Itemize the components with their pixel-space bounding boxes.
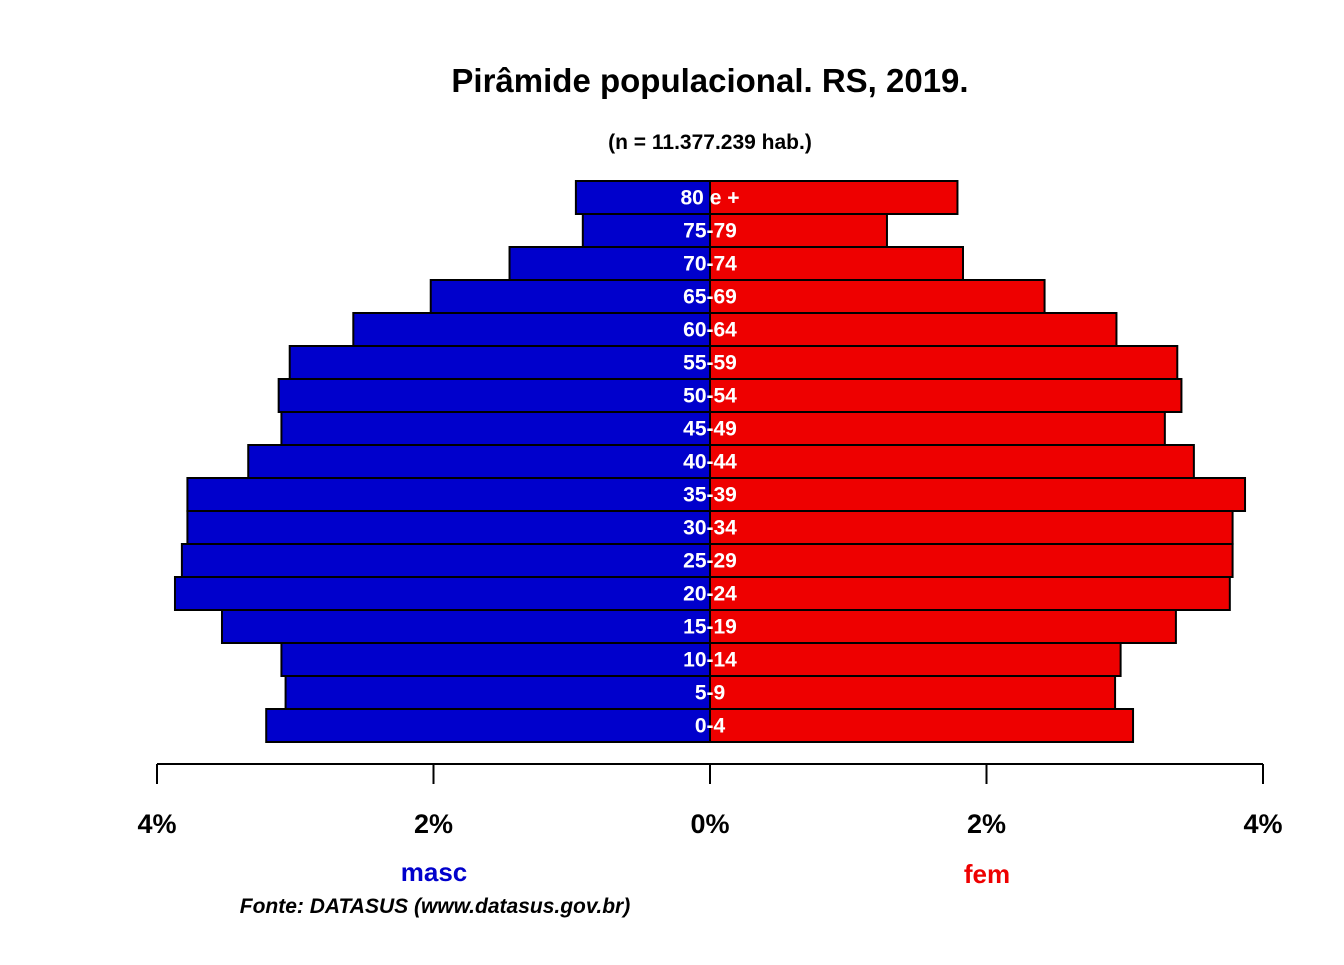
bar-fem-50-54 (709, 378, 1183, 413)
bar-fem-60-64 (709, 312, 1118, 347)
age-group-label: 40-44 (683, 451, 737, 474)
bar-masc-70-74 (508, 246, 711, 281)
bar-masc-5-9 (284, 675, 711, 710)
bar-fem-75-79 (709, 213, 888, 248)
bar-fem-70-74 (709, 246, 964, 281)
age-group-label: 15-19 (683, 616, 737, 639)
bar-fem-5-9 (709, 675, 1117, 710)
x-axis: 4% 2% 0% 2% 4% (137, 763, 1283, 839)
chart-title: Pirâmide populacional. RS, 2019. (451, 62, 968, 99)
age-group-label: 25-29 (683, 550, 737, 573)
bar-fem-10-14 (709, 642, 1122, 677)
bar-masc-0-4 (265, 708, 711, 743)
age-group-label: 75-79 (683, 220, 737, 243)
age-group-label: 10-14 (683, 649, 737, 672)
source-note: Fonte: DATASUS (www.datasus.gov.br) (240, 895, 630, 918)
age-group-label: 80 e + (681, 187, 740, 210)
age-group-label: 45-49 (683, 418, 737, 441)
bar-masc-50-54 (277, 378, 711, 413)
bar-fem-0-4 (709, 708, 1135, 743)
chart-subtitle: (n = 11.377.239 hab.) (608, 131, 812, 154)
bar-fem-40-44 (709, 444, 1195, 479)
legend-fem-label: fem (964, 859, 1010, 889)
x-tick-label: 0% (690, 809, 729, 839)
bar-masc-65-69 (429, 279, 711, 314)
bar-masc-15-19 (220, 609, 711, 644)
x-tick-label: 4% (137, 809, 176, 839)
bar-fem-30-34 (709, 510, 1234, 545)
x-tick-label: 2% (414, 809, 453, 839)
bar-masc-30-34 (186, 510, 712, 545)
bar-fem-55-59 (709, 345, 1179, 380)
bar-fem-20-24 (709, 576, 1231, 611)
age-group-label: 30-34 (683, 517, 737, 540)
bar-masc-20-24 (173, 576, 712, 611)
bar-fem-15-19 (709, 609, 1177, 644)
bar-fem-65-69 (709, 279, 1046, 314)
bar-masc-10-14 (280, 642, 711, 677)
age-group-label: 5-9 (695, 682, 725, 705)
age-group-label: 65-69 (683, 286, 737, 309)
x-tick-label: 2% (967, 809, 1006, 839)
x-tick-label: 4% (1243, 809, 1282, 839)
age-group-label: 55-59 (683, 352, 737, 375)
age-group-label: 0-4 (695, 715, 726, 738)
age-group-label: 20-24 (683, 583, 737, 606)
age-labels-group: 0-4 5-9 10-14 15-19 20-24 25-29 30-34 35-39 40-4… (681, 187, 740, 738)
bar-masc-25-29 (180, 543, 711, 578)
legend-masc-label: masc (401, 857, 468, 887)
age-group-label: 35-39 (683, 484, 737, 507)
age-group-label: 60-64 (683, 319, 737, 342)
bar-masc-55-59 (288, 345, 711, 380)
bar-fem-35-39 (709, 477, 1247, 512)
age-group-label: 70-74 (683, 253, 737, 276)
bar-masc-60-64 (352, 312, 711, 347)
bar-fem-80eplus (709, 180, 959, 215)
bar-masc-35-39 (186, 477, 712, 512)
bar-masc-40-44 (247, 444, 711, 479)
bar-fem-25-29 (709, 543, 1234, 578)
bar-masc-45-49 (280, 411, 711, 446)
age-group-label: 50-54 (683, 385, 737, 408)
bar-fem-45-49 (709, 411, 1166, 446)
bars-group (173, 180, 1247, 743)
